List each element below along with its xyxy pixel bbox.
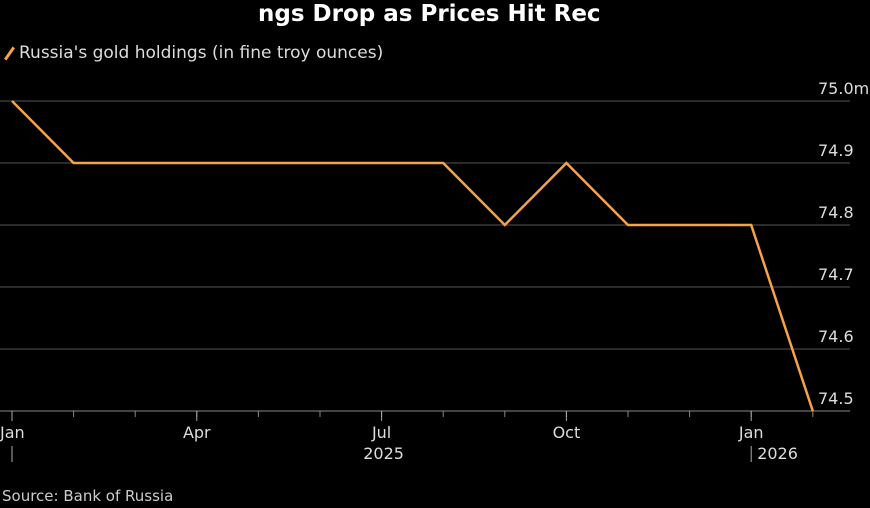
legend-label: Russia's gold holdings (in fine troy oun… <box>19 43 384 63</box>
source-note: Source: Bank of Russia <box>2 487 174 505</box>
y-tick-label: 74.6 <box>818 327 854 346</box>
series-line <box>11 100 814 412</box>
x-tick-label: Jan <box>738 423 764 442</box>
y-tick-label: 75.0m <box>818 79 869 98</box>
chart-title: ngs Drop as Prices Hit Rec <box>258 1 601 27</box>
y-tick-label: 74.9 <box>818 141 854 160</box>
year-label: 2026 <box>757 444 798 463</box>
y-tick-label: 74.5 <box>818 389 854 408</box>
year-label: 2025 <box>363 444 404 463</box>
x-tick-label: Apr <box>183 423 211 442</box>
x-tick-label: Oct <box>553 423 581 442</box>
x-tick-label: Jan <box>0 423 25 442</box>
y-tick-label: 74.7 <box>818 265 854 284</box>
x-tick-label: Jul <box>371 423 391 442</box>
legend: Russia's gold holdings (in fine troy oun… <box>2 43 383 63</box>
y-tick-label: 74.8 <box>818 203 854 222</box>
